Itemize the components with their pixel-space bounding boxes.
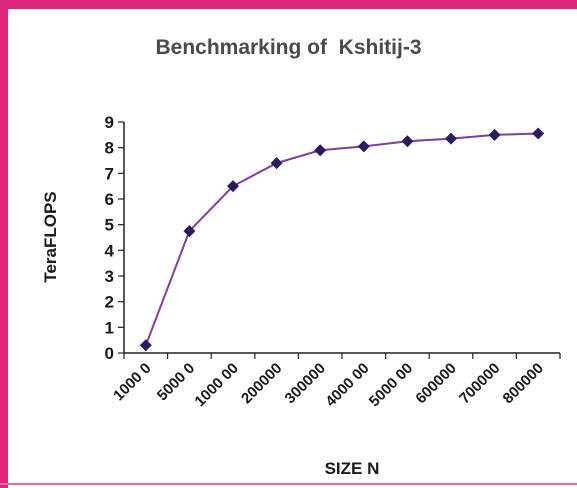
data-point-marker [314,144,327,157]
x-tick-label: 600000 [412,360,459,407]
x-tick-label: 4000 00 [322,360,372,410]
y-tick-label: 0 [105,344,114,363]
y-tick-label: 1 [105,318,114,337]
axes [123,122,560,354]
y-tick-label: 6 [105,190,114,209]
frame-border-top [0,0,577,9]
x-tick-label: 800000 [500,360,547,407]
x-axis-label: SIZE N [325,459,380,478]
x-tick-label: 700000 [456,360,503,407]
x-tick-label: 200000 [238,360,285,407]
series-line [144,132,539,346]
data-point-marker [401,135,414,148]
chart-title: Benchmarking of Kshitij-3 [155,36,422,59]
series-group [139,127,545,352]
x-tick-label: 1000 00 [191,360,241,410]
data-point-marker [139,339,152,352]
data-point-marker [488,128,501,141]
data-point-marker [270,157,283,170]
y-axis-label: TeraFLOPS [41,191,60,282]
y-tick-label: 4 [105,241,115,260]
y-tick-label: 3 [105,267,114,286]
y-tick-label: 7 [105,164,114,183]
data-point-marker [357,140,370,153]
frame-border-left [0,0,8,488]
y-tick-label: 8 [105,139,114,158]
data-point-marker [445,132,457,145]
y-ticks: 0 1 2 3 4 5 6 7 8 9 [105,113,124,363]
y-tick-label: 2 [105,293,114,312]
y-tick-label: 9 [105,113,114,132]
x-tick-label: 1000 0 [110,360,154,404]
y-tick-label: 5 [105,216,114,235]
x-tick-label: 300000 [282,360,329,407]
x-tick-label: 5000 00 [366,360,416,410]
data-point-marker [227,180,239,193]
data-point-marker [532,127,545,140]
frame-border-bottom [0,483,577,485]
data-point-marker [183,225,196,238]
